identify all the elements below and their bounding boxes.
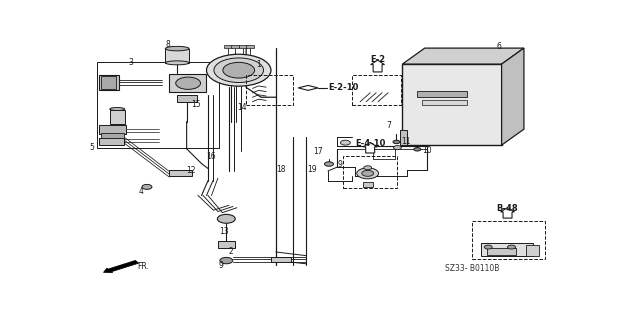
Ellipse shape	[110, 108, 125, 110]
Circle shape	[414, 148, 420, 151]
Circle shape	[176, 77, 200, 89]
Text: 13: 13	[219, 227, 228, 236]
Bar	[224, 45, 232, 48]
Bar	[486, 248, 516, 255]
FancyArrow shape	[500, 208, 515, 218]
Circle shape	[508, 245, 515, 249]
Bar	[110, 109, 125, 124]
Text: 4: 4	[138, 187, 143, 196]
Bar	[101, 133, 124, 138]
Circle shape	[214, 58, 264, 83]
Bar	[352, 75, 401, 105]
Circle shape	[218, 214, 236, 223]
Bar	[343, 156, 397, 188]
Text: 18: 18	[276, 165, 286, 174]
Bar	[169, 74, 207, 92]
Bar	[472, 221, 545, 259]
Bar	[177, 95, 196, 102]
Text: 12: 12	[187, 167, 196, 175]
Text: 16: 16	[207, 152, 216, 161]
Bar	[527, 245, 539, 256]
Text: 15: 15	[191, 100, 201, 109]
Text: B-48: B-48	[497, 204, 518, 213]
Text: 1: 1	[256, 60, 261, 69]
Text: E-4-10: E-4-10	[355, 139, 385, 148]
Ellipse shape	[165, 61, 189, 65]
Bar	[99, 75, 118, 90]
Polygon shape	[298, 85, 318, 90]
Text: E-2-10: E-2-10	[328, 83, 358, 92]
Ellipse shape	[165, 46, 189, 51]
Bar	[99, 125, 126, 134]
Bar	[271, 257, 291, 262]
Circle shape	[393, 140, 400, 144]
Text: E-2: E-2	[370, 55, 385, 64]
Polygon shape	[403, 48, 524, 64]
Text: 14: 14	[237, 102, 246, 112]
Circle shape	[223, 62, 255, 78]
Bar	[481, 243, 533, 256]
Text: 5: 5	[89, 143, 94, 152]
Bar	[363, 182, 372, 187]
Text: FR.: FR.	[137, 262, 149, 271]
Text: 11: 11	[401, 137, 411, 146]
FancyArrow shape	[371, 60, 385, 72]
Bar	[165, 49, 189, 63]
Bar	[218, 241, 236, 248]
Bar	[97, 62, 219, 148]
Bar	[99, 138, 124, 145]
Text: 7: 7	[387, 121, 392, 130]
Text: 19: 19	[307, 165, 317, 174]
Bar	[422, 100, 467, 105]
Circle shape	[484, 245, 492, 249]
Bar	[417, 91, 467, 97]
Text: SZ33- B0110B: SZ33- B0110B	[445, 264, 499, 273]
Text: 9: 9	[219, 261, 224, 270]
Circle shape	[356, 168, 379, 179]
Circle shape	[340, 140, 350, 145]
Circle shape	[324, 162, 333, 166]
Bar	[239, 45, 246, 48]
Text: 9: 9	[338, 160, 343, 169]
Circle shape	[142, 184, 152, 189]
FancyArrow shape	[364, 142, 377, 153]
Circle shape	[362, 170, 374, 176]
Circle shape	[207, 54, 271, 86]
Bar	[246, 45, 253, 48]
Bar	[169, 170, 191, 176]
Circle shape	[364, 166, 372, 170]
Bar	[403, 64, 502, 145]
Text: 8: 8	[166, 40, 170, 49]
Bar	[400, 130, 408, 145]
Text: 10: 10	[422, 146, 432, 155]
Bar	[231, 45, 239, 48]
Circle shape	[220, 257, 233, 264]
Text: 3: 3	[129, 58, 134, 67]
Bar	[101, 76, 116, 89]
Circle shape	[394, 145, 401, 150]
Text: 6: 6	[497, 42, 502, 51]
Bar	[246, 75, 293, 105]
Text: 17: 17	[313, 147, 323, 156]
FancyArrow shape	[104, 260, 139, 273]
Polygon shape	[502, 48, 524, 145]
Text: 2: 2	[229, 247, 234, 256]
